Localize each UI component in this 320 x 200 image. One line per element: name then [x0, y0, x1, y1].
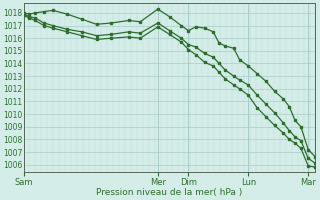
X-axis label: Pression niveau de la mer( hPa ): Pression niveau de la mer( hPa ) — [96, 188, 243, 197]
